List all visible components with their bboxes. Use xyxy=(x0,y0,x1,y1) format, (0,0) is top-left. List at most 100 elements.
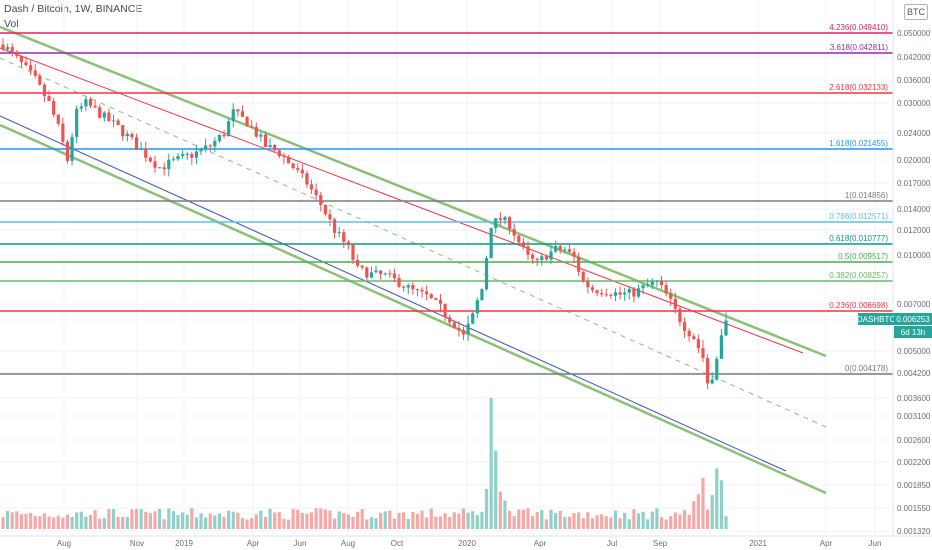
volume-bar xyxy=(438,516,443,529)
candle-body xyxy=(623,292,627,295)
fib-level-label: 3.618(0.042811) xyxy=(830,43,888,52)
volume-bar xyxy=(604,516,608,529)
volume-bar xyxy=(111,509,116,529)
candle-body xyxy=(600,293,604,295)
volume-bar xyxy=(79,511,83,529)
volume-bar xyxy=(475,515,479,529)
volume-bar xyxy=(480,511,484,529)
date-tick-label: Apr xyxy=(534,539,547,548)
currency-badge[interactable]: BTC xyxy=(904,4,928,20)
candle-body xyxy=(682,322,687,331)
candle-body xyxy=(554,246,558,252)
candle-body xyxy=(397,278,401,287)
volume-bar xyxy=(116,516,120,529)
volume-bar xyxy=(664,519,668,529)
candle-body xyxy=(540,256,544,261)
candle-body xyxy=(379,270,383,274)
symbol-title[interactable]: Dash / Bitcoin, 1W, BINANCE xyxy=(4,3,143,15)
candle-body xyxy=(719,335,723,359)
candle-body xyxy=(701,348,705,359)
candle-body xyxy=(319,195,323,205)
candle-body xyxy=(15,51,19,56)
volume-bar xyxy=(544,519,549,529)
volume-bar xyxy=(296,509,300,529)
volume-bar xyxy=(134,509,139,529)
volume-bar xyxy=(581,518,585,529)
volume-bar xyxy=(687,514,691,529)
candle-body xyxy=(75,108,79,137)
candle-body xyxy=(572,251,576,257)
volume-bar xyxy=(655,508,659,529)
volume-bar xyxy=(282,518,286,529)
candle-body xyxy=(190,153,194,158)
volume-bar xyxy=(208,513,212,529)
volume-bar xyxy=(162,519,166,529)
candle-body xyxy=(526,246,530,255)
volume-bar xyxy=(507,510,512,529)
candle-body xyxy=(595,290,599,294)
volume-bar xyxy=(263,516,268,529)
fib-level-label: 4.236(0.049410) xyxy=(829,23,888,32)
volume-bar xyxy=(392,518,397,529)
date-tick-label: Apr xyxy=(247,539,260,548)
candle-body xyxy=(618,292,622,295)
volume-bar xyxy=(268,508,272,529)
volume-bar xyxy=(273,512,277,529)
volume-bar xyxy=(618,518,622,529)
candle-body xyxy=(530,254,535,259)
fib-level-label: 0.786(0.012571) xyxy=(829,212,888,221)
volume-bar xyxy=(259,510,263,529)
volume-bar xyxy=(627,519,631,529)
candle-body xyxy=(411,285,415,290)
candle-body xyxy=(443,303,447,318)
volume-bar xyxy=(420,510,424,529)
candle-body xyxy=(328,214,332,220)
candle-body xyxy=(79,106,83,109)
volume-bar xyxy=(577,512,581,529)
volume-bar xyxy=(75,512,79,529)
candle-body xyxy=(406,285,410,288)
candle-body xyxy=(659,280,664,286)
candle-body xyxy=(61,123,65,142)
volume-bar xyxy=(93,510,97,529)
volume-bar xyxy=(1,517,5,529)
volume-bar xyxy=(180,512,185,529)
volume-bar xyxy=(130,509,134,529)
candle-body xyxy=(461,330,466,335)
volume-bar xyxy=(659,517,664,529)
volume-bar xyxy=(443,513,447,529)
candle-body xyxy=(144,148,148,158)
candle-body xyxy=(38,75,42,85)
candle-body xyxy=(268,145,272,147)
price-tick-label: 0.005000 xyxy=(897,347,931,356)
candle-body xyxy=(475,300,479,314)
volume-bar xyxy=(641,511,645,529)
fib-level-label: 0.382(0.008257) xyxy=(829,271,888,280)
candle-body xyxy=(273,145,277,151)
volume-bar xyxy=(319,508,323,529)
volume-bar xyxy=(535,511,539,529)
date-tick-label: 2020 xyxy=(458,539,476,548)
volume-bar xyxy=(323,509,327,529)
candle-body xyxy=(696,339,700,349)
candle-body xyxy=(56,114,60,124)
volume-bar xyxy=(696,494,700,529)
candle-body xyxy=(213,140,217,147)
volume-bar xyxy=(65,514,70,529)
volume-bar xyxy=(240,518,245,529)
volume-bar xyxy=(148,513,152,529)
candle-body xyxy=(291,163,295,169)
volume-bar xyxy=(61,517,65,529)
volume-bar xyxy=(503,500,507,529)
candle-body xyxy=(167,159,171,170)
volume-bar xyxy=(549,509,553,529)
volume-bar xyxy=(328,510,332,529)
volume-bar xyxy=(153,511,157,529)
volume-bar xyxy=(213,515,217,529)
volume-bar xyxy=(613,510,618,529)
volume-bar xyxy=(314,508,318,529)
candle-body xyxy=(705,358,710,384)
volume-bar xyxy=(56,515,60,529)
volume-bar xyxy=(185,514,189,529)
